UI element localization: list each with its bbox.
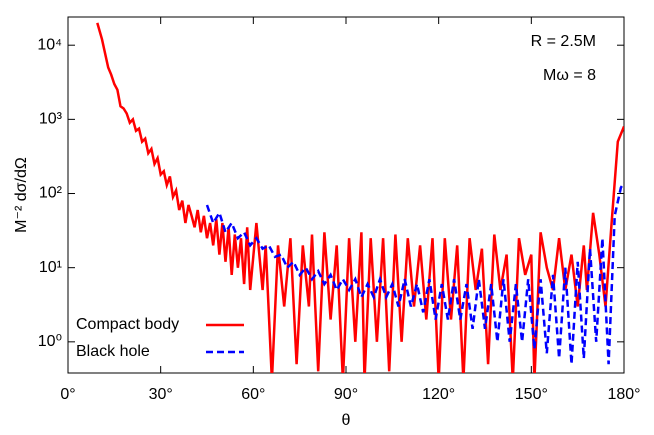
x-axis-label: θ [342,412,351,429]
y-axis-label: M⁻² dσ/dΩ [13,157,30,233]
legend-label: Black hole [76,343,150,360]
annotation: Mω = 8 [543,67,596,84]
y-tick-label: 10³ [39,111,63,128]
x-tick-label: 0° [60,386,75,403]
annotation: R = 2.5M [531,33,596,50]
x-tick-label: 150° [515,386,548,403]
legend-label: Compact body [76,316,179,333]
x-tick-label: 90° [334,386,358,403]
y-tick-label: 10⁴ [37,36,62,53]
plot-area [96,22,624,373]
x-tick-label: 60° [241,386,265,403]
y-tick-label: 10⁰ [38,333,62,350]
x-tick-label: 120° [422,386,455,403]
x-tick-label: 30° [149,386,173,403]
y-tick-label: 10² [39,185,63,202]
series-line [205,182,624,365]
series-line [96,22,624,373]
y-tick-label: 10¹ [39,259,62,276]
x-tick-label: 180° [607,386,640,403]
